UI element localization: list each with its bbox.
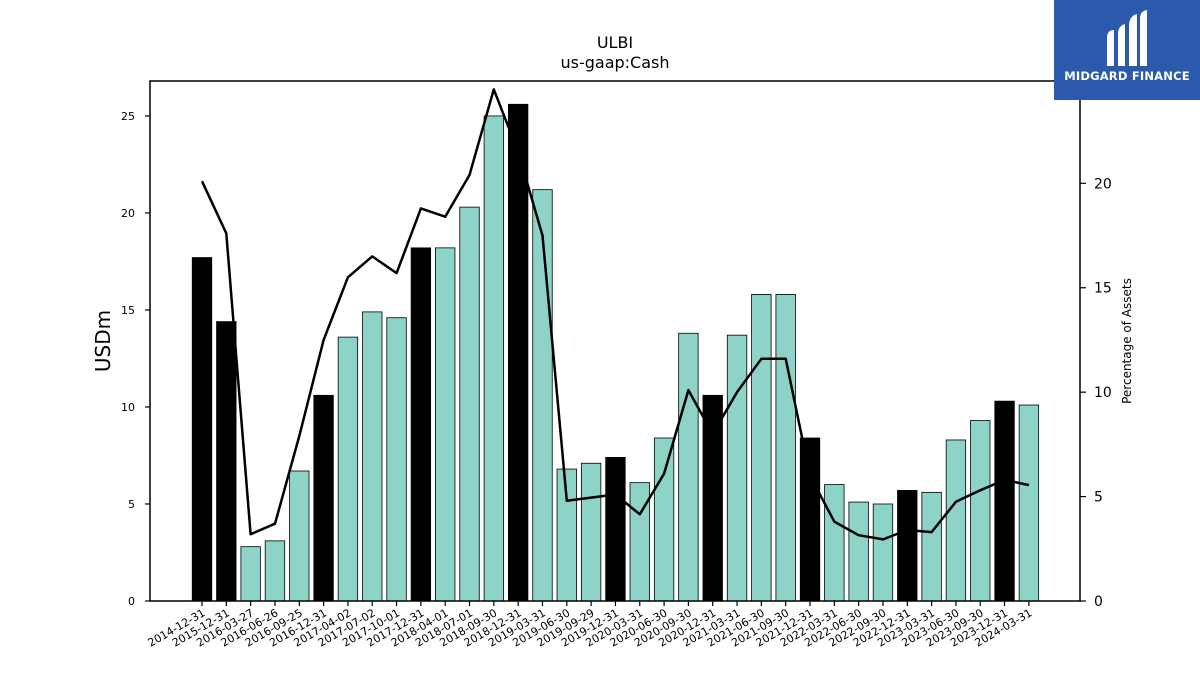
chart-title: ULBI xyxy=(597,33,633,52)
bar-2020-06-30 xyxy=(653,437,675,602)
bar-2019-12-31 xyxy=(605,457,626,602)
bar-2018-07-01 xyxy=(459,206,480,602)
y2-tick-label: 20 xyxy=(1094,176,1112,192)
bar-2018-09-30 xyxy=(483,115,504,602)
y-axis-label: USDm xyxy=(91,310,115,372)
bar-2021-12-31 xyxy=(799,437,821,602)
y-axis-right: 0 5 10 15 20 xyxy=(1080,176,1112,610)
bar-2023-03-31 xyxy=(921,491,942,602)
y-tick-label: 15 xyxy=(121,304,135,317)
bar-2022-03-31 xyxy=(824,484,845,602)
y-axis-left: 0 5 10 15 20 25 xyxy=(121,110,150,608)
y-tick-label: 20 xyxy=(121,207,135,220)
brand-name: MIDGARD FINANCE xyxy=(1064,69,1190,83)
bar-2017-04-02 xyxy=(337,336,359,602)
bar-2018-04-01 xyxy=(435,247,456,602)
bar-2017-10-01 xyxy=(386,317,407,602)
midgard-logo-icon xyxy=(1107,10,1147,66)
bar-2022-09-30 xyxy=(872,503,894,602)
bar-2022-12-31 xyxy=(897,490,918,602)
y-tick-label: 10 xyxy=(121,401,135,414)
bar-2020-03-31 xyxy=(629,482,650,602)
y2-tick-label: 0 xyxy=(1094,594,1103,610)
bar-2017-07-02 xyxy=(362,311,383,602)
bar-2016-12-31 xyxy=(313,394,334,602)
y2-axis-label: Percentage of Assets xyxy=(1120,278,1134,404)
line-series xyxy=(200,88,1030,541)
bar-2016-06-26 xyxy=(264,540,286,602)
bar-2023-09-30 xyxy=(970,420,991,602)
bar-2021-09-30 xyxy=(775,294,796,602)
bar-2014-12-31 xyxy=(191,257,213,602)
y2-tick-label: 5 xyxy=(1094,490,1103,506)
bar-2019-03-31 xyxy=(532,189,553,602)
bar-2024-03-31 xyxy=(1018,404,1040,602)
y-tick-label: 25 xyxy=(121,110,135,123)
bar-2021-06-30 xyxy=(751,294,772,602)
y2-tick-label: 15 xyxy=(1094,281,1112,297)
bar-2016-03-27 xyxy=(240,546,261,602)
bar-2017-12-31 xyxy=(410,247,432,602)
bar-2020-12-31 xyxy=(702,394,723,602)
y-tick-label: 0 xyxy=(128,595,135,608)
bar-2021-03-31 xyxy=(726,334,748,602)
bars-group xyxy=(191,103,1040,602)
bar-2019-09-29 xyxy=(580,462,602,602)
chart-subtitle: us-gaap:Cash xyxy=(560,53,669,72)
line-group xyxy=(200,88,1030,541)
bar-2023-12-31 xyxy=(994,400,1015,602)
bar-2015-12-31 xyxy=(216,321,237,602)
brand-logo: MIDGARD FINANCE xyxy=(1054,0,1200,100)
bar-2016-09-25 xyxy=(289,470,310,602)
bar-2023-06-30 xyxy=(945,439,967,602)
y-tick-label: 5 xyxy=(128,498,135,511)
y2-tick-label: 10 xyxy=(1094,385,1112,401)
x-axis: 2014-12-312015-12-312016-03-272016-06-26… xyxy=(146,601,1034,650)
bar-2022-06-30 xyxy=(848,501,869,602)
bar-2020-09-30 xyxy=(678,332,699,602)
